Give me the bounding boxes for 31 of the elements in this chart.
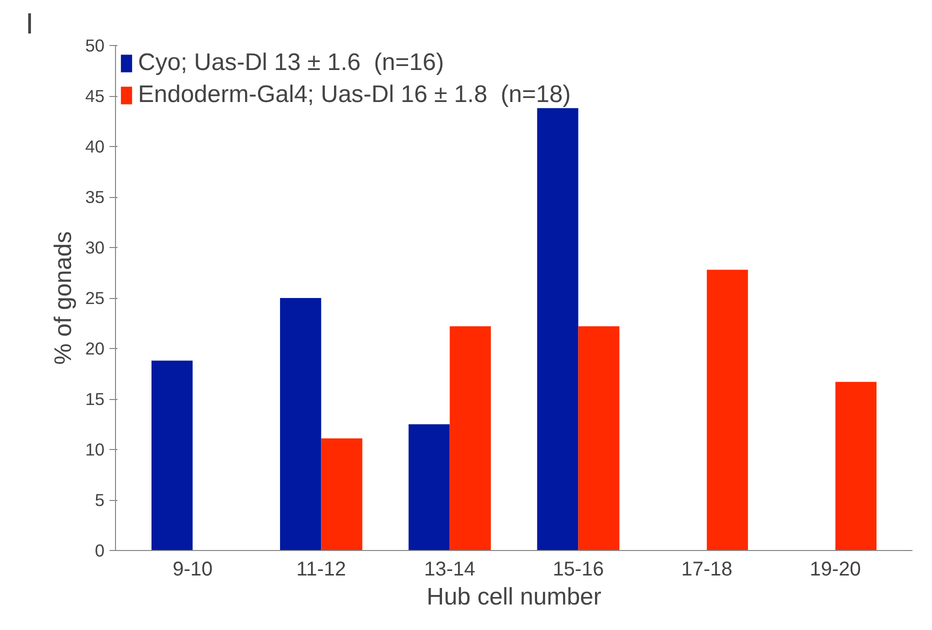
- bar: [578, 326, 620, 550]
- y-tick-label: 35: [85, 187, 105, 207]
- y-tick-label: 30: [85, 238, 105, 258]
- y-tick-label: 15: [85, 389, 105, 409]
- legend-label: Cyo; Uas-Dl 13 ± 1.6 (n=16): [138, 49, 444, 77]
- bar: [280, 298, 322, 550]
- bar: [835, 382, 877, 550]
- bar: [706, 270, 748, 550]
- y-tick-label: 0: [94, 540, 105, 560]
- x-tick-label: 9-10: [172, 558, 213, 580]
- bar: [450, 326, 491, 550]
- x-tick-label: 11-12: [296, 558, 346, 580]
- x-tick-label: 13-14: [424, 558, 476, 580]
- y-tick-label: 25: [85, 288, 105, 308]
- x-axis-title: Hub cell number: [426, 584, 602, 610]
- text: I: [26, 8, 34, 40]
- bar: [408, 424, 450, 550]
- bar: [537, 108, 578, 550]
- y-tick-label: 45: [85, 86, 105, 106]
- y-tick-label: 10: [85, 440, 105, 460]
- legend-label: Endoderm-Gal4; Uas-Dl 16 ± 1.8 (n=18): [138, 81, 571, 109]
- y-tick-label: 40: [85, 136, 105, 156]
- y-tick-label: 50: [85, 36, 105, 56]
- y-axis-title: % of gonads: [50, 231, 78, 365]
- y-tick-label: 5: [94, 490, 105, 510]
- bar: [151, 360, 193, 550]
- x-tick-label: 17-18: [681, 558, 732, 580]
- x-tick-label: 19-20: [810, 558, 861, 580]
- x-tick-label: 15-16: [552, 558, 604, 580]
- y-tick-label: 20: [85, 338, 105, 358]
- bar: [321, 438, 362, 550]
